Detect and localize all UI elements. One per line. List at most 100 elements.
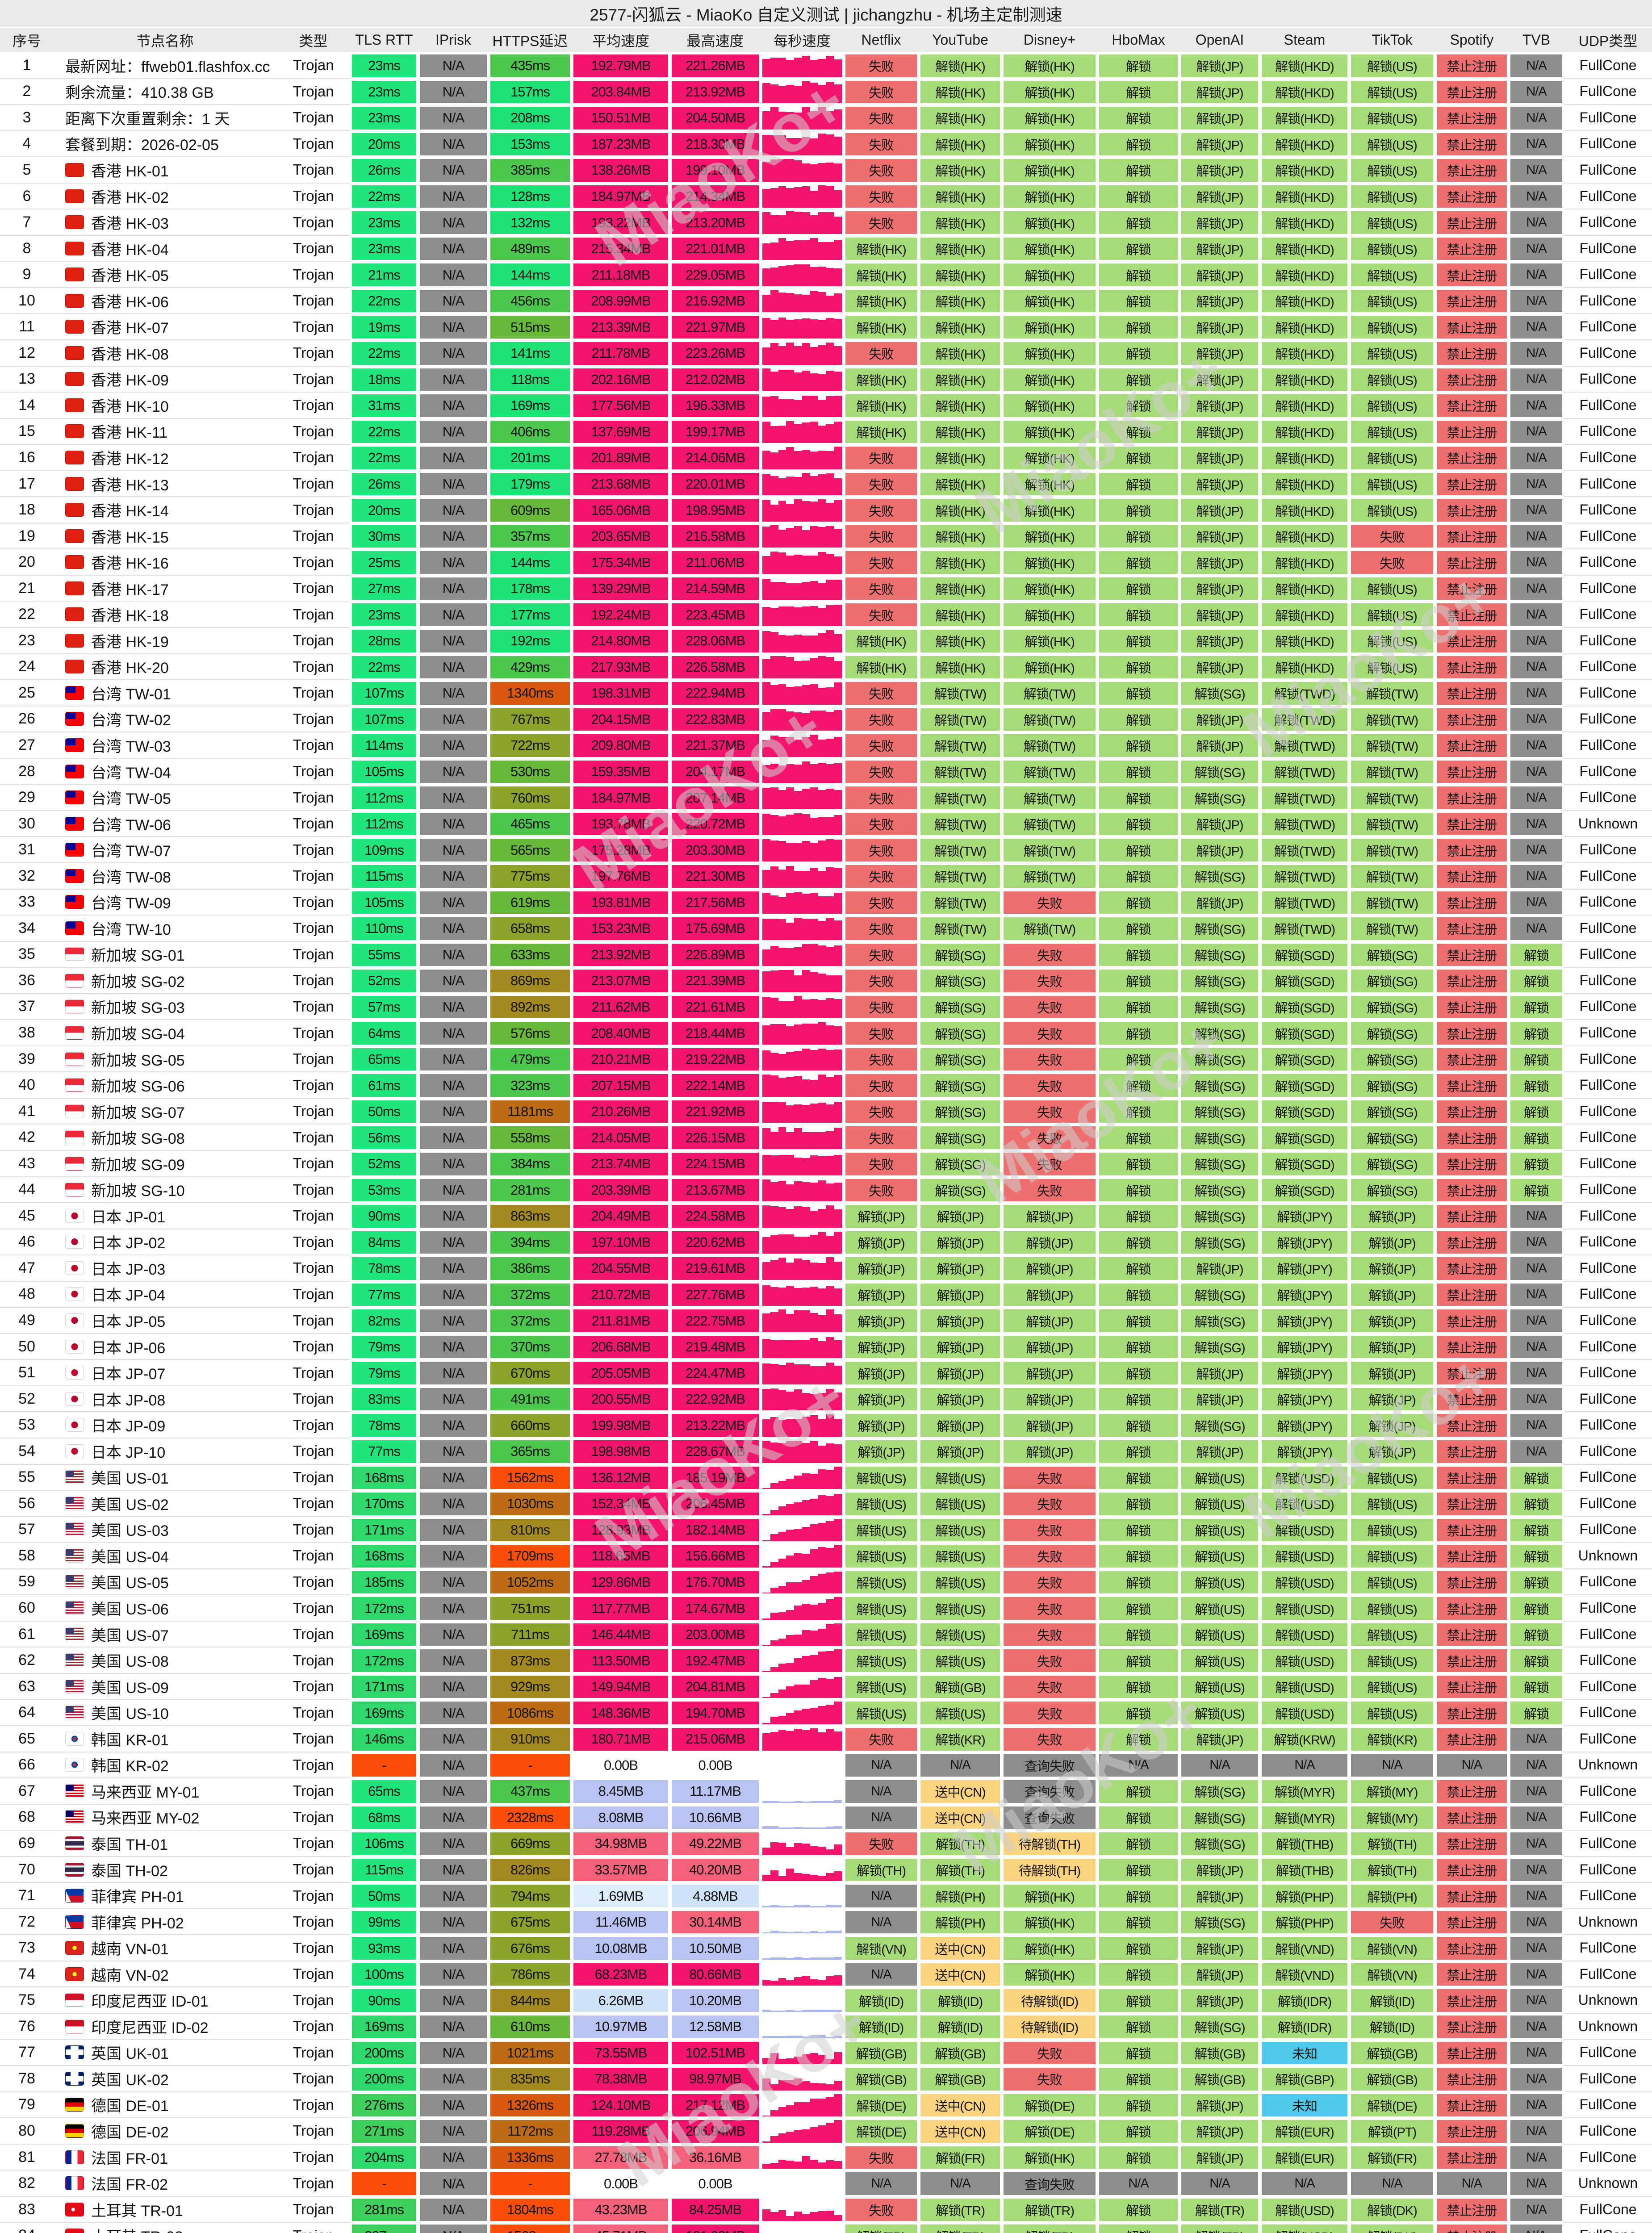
cell-tvb: N/A	[1509, 759, 1564, 785]
speed-graph	[762, 420, 842, 443]
cell-iprisk: N/A	[418, 1282, 489, 1308]
flag-id-icon	[65, 1993, 84, 2007]
cell-spotify: 禁止注册	[1435, 1046, 1509, 1073]
cell-tvb: N/A	[1509, 2170, 1564, 2197]
cell-steam: 解锁(JPY)	[1260, 1229, 1349, 1256]
cell-index: 4	[0, 131, 54, 158]
cell-https-latency: 767ms	[489, 707, 572, 733]
cell-tvb: 解锁	[1509, 1595, 1564, 1622]
cell-udp-type: FullCone	[1564, 680, 1652, 707]
cell-udp-type: Unknown	[1564, 1543, 1652, 1569]
cell-udp-type: FullCone	[1564, 785, 1652, 811]
cell-udp-type: FullCone	[1564, 1491, 1652, 1517]
cell-tls-rtt: 22ms	[350, 419, 418, 445]
cell-disney: 失败	[1002, 1465, 1097, 1491]
cell-avg-speed: 45.71MB	[572, 2223, 670, 2233]
cell-avg-speed: 204.55MB	[572, 1255, 670, 1282]
cell-spotify: 禁止注册	[1435, 759, 1509, 785]
cell-type: Trojan	[276, 340, 350, 367]
cell-steam: 解锁(JPY)	[1260, 1438, 1349, 1465]
cell-disney: 待解锁(TH)	[1002, 1831, 1097, 1857]
cell-netflix: 解锁(HK)	[844, 314, 919, 340]
cell-openai: 解锁(US)	[1179, 1465, 1260, 1491]
cell-tiktok: 解锁(US)	[1349, 419, 1435, 445]
cell-speed-graph	[761, 340, 844, 367]
cell-udp-type: FullCone	[1564, 340, 1652, 367]
cell-hbomax: 解锁	[1097, 1020, 1179, 1046]
cell-hbomax: 解锁	[1097, 549, 1179, 576]
cell-openai: 解锁(JP)	[1179, 53, 1260, 79]
cell-netflix: 解锁(JP)	[844, 1334, 919, 1360]
cell-max-speed: 218.44MB	[670, 1020, 761, 1046]
cell-index: 61	[0, 1621, 54, 1648]
table-row: 65 韩国 KR-01 Trojan 146ms N/A 910ms 180.71MB 215…	[0, 1726, 1652, 1752]
cell-netflix: 解锁(US)	[844, 1543, 919, 1569]
cell-hbomax: 解锁	[1097, 497, 1179, 523]
cell-hbomax: 解锁	[1097, 1046, 1179, 1073]
cell-speed-graph	[761, 1883, 844, 1909]
cell-speed-graph	[761, 367, 844, 393]
flag-sg-icon	[65, 1130, 84, 1145]
table-row: 68 马来西亚 MY-02 Trojan 68ms N/A 2328ms 8.08MB 10.…	[0, 1804, 1652, 1831]
speed-graph	[762, 211, 842, 234]
cell-tvb: 解锁	[1509, 1569, 1564, 1596]
cell-type: Trojan	[276, 471, 350, 498]
cell-disney: 失败	[1002, 1099, 1097, 1125]
cell-type: Trojan	[276, 1177, 350, 1204]
cell-hbomax: 解锁	[1097, 53, 1179, 79]
cell-openai: 解锁(SG)	[1179, 759, 1260, 785]
cell-udp-type: FullCone	[1564, 1072, 1652, 1099]
cell-max-speed: 215.06MB	[670, 1726, 761, 1752]
cell-index: 75	[0, 1987, 54, 2014]
cell-tvb: N/A	[1509, 863, 1564, 890]
cell-avg-speed: 8.08MB	[572, 1805, 670, 1831]
cell-youtube: 送中(CN)	[919, 2092, 1002, 2119]
cell-hbomax: 解锁	[1097, 131, 1179, 158]
cell-avg-speed: 202.16MB	[572, 367, 670, 393]
cell-steam: 解锁(MYR)	[1260, 1778, 1349, 1805]
cell-max-speed: 219.61MB	[670, 1255, 761, 1282]
cell-openai: 解锁(JP)	[1179, 1987, 1260, 2014]
cell-youtube: 解锁(TW)	[919, 785, 1002, 811]
flag-vn-icon	[65, 1967, 84, 1981]
table-row: 76 印度尼西亚 ID-02 Trojan 169ms N/A 610ms 10.97MB 1…	[0, 2014, 1652, 2040]
cell-tvb: N/A	[1509, 471, 1564, 498]
cell-tls-rtt: 77ms	[350, 1282, 418, 1308]
cell-netflix: 解锁(JP)	[844, 1438, 919, 1465]
speed-graph	[762, 80, 842, 104]
cell-tiktok: 解锁(SG)	[1349, 942, 1435, 968]
cell-disney: 失败	[1002, 1674, 1097, 1700]
cell-hbomax: N/A	[1097, 1752, 1179, 1779]
cell-netflix: 解锁(US)	[844, 1648, 919, 1674]
cell-openai: 解锁(JP)	[1179, 2145, 1260, 2171]
cell-tvb: N/A	[1509, 79, 1564, 105]
cell-type: Trojan	[276, 1752, 350, 1779]
cell-node-name: 印度尼西亚 ID-01	[54, 1987, 276, 2014]
cell-udp-type: FullCone	[1564, 1778, 1652, 1805]
cell-iprisk: N/A	[418, 184, 489, 210]
cell-index: 3	[0, 105, 54, 131]
cell-disney: 解锁(DE)	[1002, 2118, 1097, 2145]
cell-openai: 解锁(JP)	[1179, 105, 1260, 131]
cell-https-latency: 153ms	[489, 131, 572, 158]
cell-type: Trojan	[276, 2196, 350, 2223]
cell-node-name: 日本 JP-09	[54, 1412, 276, 1438]
cell-speed-graph	[761, 1308, 844, 1334]
cell-spotify: 禁止注册	[1435, 785, 1509, 811]
cell-disney: 待解锁(ID)	[1002, 1987, 1097, 2014]
cell-tvb: N/A	[1509, 497, 1564, 523]
cell-steam: 解锁(JPY)	[1260, 1386, 1349, 1413]
cell-spotify: 禁止注册	[1435, 288, 1509, 314]
cell-steam: 解锁(TWD)	[1260, 811, 1349, 837]
cell-youtube: 解锁(ID)	[919, 2014, 1002, 2040]
flag-tr-icon	[65, 2229, 84, 2233]
cell-tiktok: 解锁(TW)	[1349, 890, 1435, 916]
cell-youtube: 解锁(PH)	[919, 1909, 1002, 1936]
cell-spotify: 禁止注册	[1435, 2092, 1509, 2119]
cell-openai: 解锁(SG)	[1179, 1046, 1260, 1073]
cell-openai: 解锁(SG)	[1179, 1308, 1260, 1334]
cell-index: 9	[0, 262, 54, 288]
cell-index: 80	[0, 2118, 54, 2145]
table-row: 83 土耳其 TR-01 Trojan 281ms N/A 1804ms 43.23MB 84…	[0, 2196, 1652, 2223]
cell-iprisk: N/A	[418, 2014, 489, 2040]
